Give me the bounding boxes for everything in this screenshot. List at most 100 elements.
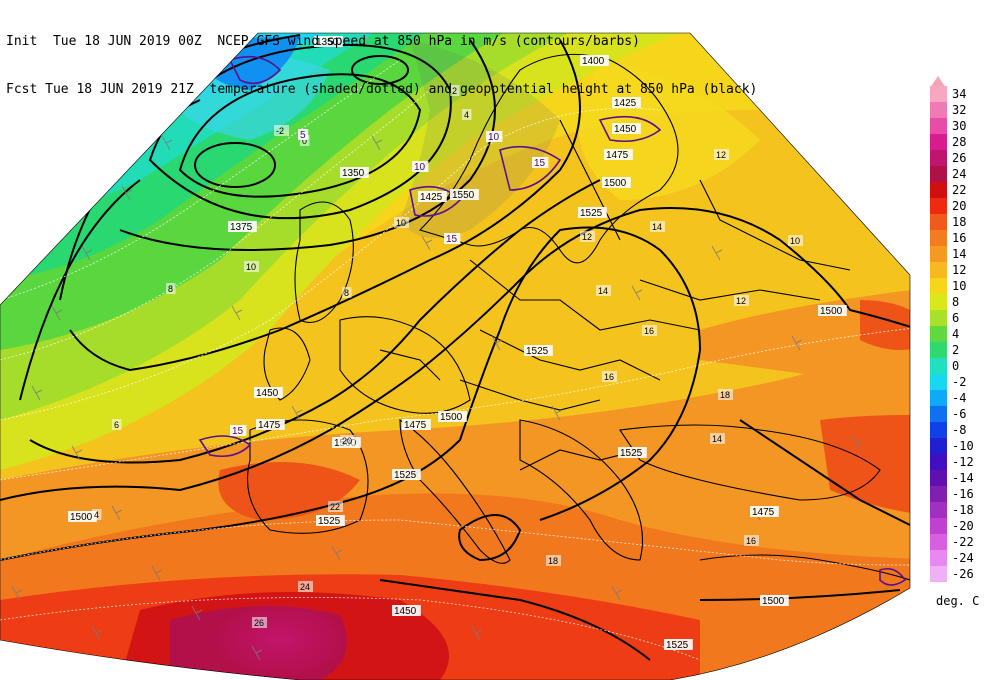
temperature-label: 18 <box>720 390 730 400</box>
h-label-bg <box>580 55 609 66</box>
wind-speed-contours <box>198 55 907 586</box>
colorbar-label: 18 <box>952 215 967 229</box>
colorbar-swatch <box>930 214 947 230</box>
colorbar-entry: 34 <box>930 86 1000 102</box>
height-label: 1525 <box>580 208 603 219</box>
t-label-bg <box>602 371 617 382</box>
colorbar-label: 10 <box>952 279 967 293</box>
colorbar-swatch <box>930 278 947 294</box>
height-label: 1475 <box>258 420 281 431</box>
colorbar-swatch <box>930 566 947 582</box>
map-header: Init Tue 18 JUN 2019 00Z NCEP GFS wind s… <box>6 2 757 114</box>
colorbar-entry: 18 <box>930 214 1000 230</box>
colorbar-entry: 10 <box>930 278 1000 294</box>
height-label: 1550 <box>452 190 475 201</box>
h-label-bg <box>392 605 421 616</box>
colorbar-entry: -12 <box>930 454 1000 470</box>
colorbar-entry: -20 <box>930 518 1000 534</box>
t-label-bg <box>642 325 657 336</box>
w-label-bg <box>532 157 549 168</box>
height-label: 1500 <box>820 306 843 317</box>
colorbar-label: 26 <box>952 151 967 165</box>
height-label: 1350 <box>316 37 339 48</box>
temperature-label: 8 <box>168 284 173 294</box>
colorbar-label: 16 <box>952 231 967 245</box>
colorbar-swatch <box>930 438 947 454</box>
height-label: 1475 <box>752 507 775 518</box>
colorbar-units: deg. C <box>936 594 980 608</box>
temperature-label: 4 <box>464 110 469 120</box>
h-label-bg <box>578 207 607 218</box>
colorbar-label: 24 <box>952 167 967 181</box>
coastlines-borders <box>246 53 910 581</box>
height-label: 1525 <box>526 346 549 357</box>
colorbar-entry: -8 <box>930 422 1000 438</box>
wind-label: 15 <box>232 426 244 437</box>
t-label-bg <box>744 535 759 546</box>
t-label-bg <box>546 555 561 566</box>
height-label: 1500 <box>70 512 93 523</box>
colorbar-label: -14 <box>952 471 974 485</box>
colorbar-swatch <box>930 422 947 438</box>
h-label-bg <box>604 149 633 160</box>
colorbar-entry: -16 <box>930 486 1000 502</box>
colorbar-swatch <box>930 150 947 166</box>
colorbar-label: 14 <box>952 247 967 261</box>
h-label-bg <box>818 305 847 316</box>
colorbar-entry: 22 <box>930 182 1000 198</box>
t-label-bg <box>274 125 289 136</box>
temperature-label: 2 <box>452 86 457 96</box>
height-label: 1525 <box>620 448 643 459</box>
colorbar-label: 28 <box>952 135 967 149</box>
height-label: 1475 <box>404 420 427 431</box>
height-label: 1450 <box>394 606 417 617</box>
colorbar-swatch <box>930 182 947 198</box>
colorbar-entry: -6 <box>930 406 1000 422</box>
wind-label: 15 <box>446 234 458 245</box>
colorbar-arrow-icon <box>930 76 946 88</box>
temperature-label: 14 <box>652 222 662 232</box>
temperature-label: 6 <box>114 420 119 430</box>
colorbar-label: -22 <box>952 535 974 549</box>
temperature-label: 4 <box>94 510 99 520</box>
temperature-label: 22 <box>330 502 340 512</box>
colorbar-label: -4 <box>952 391 967 405</box>
colorbar-label: -8 <box>952 423 967 437</box>
colorbar-label: -2 <box>952 375 967 389</box>
colorbar-entry: 24 <box>930 166 1000 182</box>
t-label-bg <box>788 235 803 246</box>
colorbar-entry: 8 <box>930 294 1000 310</box>
h-label-bg <box>602 177 631 188</box>
colorbar-swatch <box>930 358 947 374</box>
colorbar-label: -16 <box>952 487 974 501</box>
colorbar-swatch <box>930 102 947 118</box>
h-label-bg <box>664 639 693 650</box>
colorbar-label: 0 <box>952 359 960 373</box>
w-label-bg <box>444 233 461 244</box>
height-labels: 1350140014251450147515001525155013751450… <box>68 36 847 651</box>
w-label-bg <box>486 131 503 142</box>
wind-labels: 15 15 15 5 10 10 <box>230 129 549 437</box>
colorbar-entry: -10 <box>930 438 1000 454</box>
t-label-bg <box>112 419 122 430</box>
t-label-bg <box>580 231 595 242</box>
colorbar-swatch <box>930 230 947 246</box>
colorbar-swatch <box>930 374 947 390</box>
colorbar-entry: 20 <box>930 198 1000 214</box>
temperature-label: 14 <box>712 434 722 444</box>
colorbar-entry: -24 <box>930 550 1000 566</box>
colorbar-entry: 30 <box>930 118 1000 134</box>
colorbar-label: 6 <box>952 311 960 325</box>
t-label-bg <box>328 501 343 512</box>
colorbar-entry: 28 <box>930 134 1000 150</box>
height-label: 1500 <box>604 178 627 189</box>
temperature-label: 14 <box>598 286 608 296</box>
t-label-bg <box>650 221 665 232</box>
h-label-bg <box>524 345 553 356</box>
colorbar-entry: -14 <box>930 470 1000 486</box>
colorbar-swatch <box>930 310 947 326</box>
temperature-label: 10 <box>790 236 800 246</box>
t-label-bg <box>718 389 733 400</box>
temperature-label: 10 <box>396 218 406 228</box>
